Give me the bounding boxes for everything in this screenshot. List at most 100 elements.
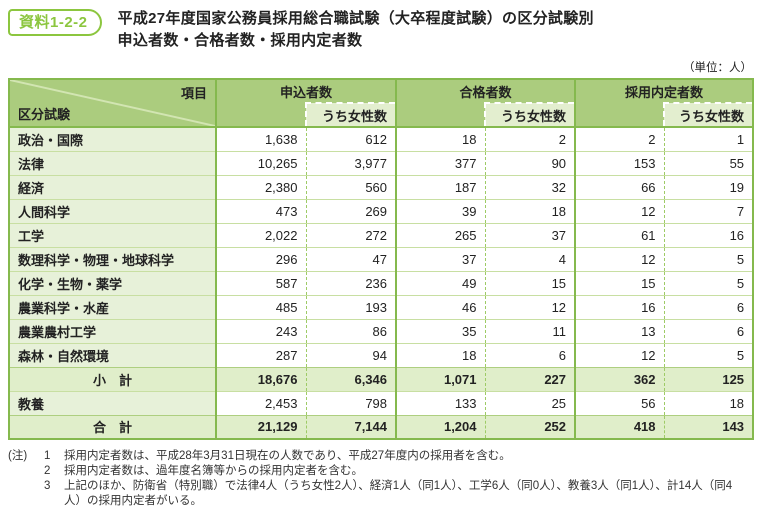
value-cell: 19 [663, 174, 754, 199]
value-cell: 612 [305, 126, 397, 151]
value-cell: 5 [663, 270, 754, 295]
value-cell: 587 [216, 270, 306, 295]
value-cell: 18 [395, 126, 486, 151]
value-cell: 12 [484, 294, 576, 319]
table-row-total: 合 計 21,129 7,144 1,204 252 418 143 [9, 414, 754, 439]
value-cell: 12 [574, 246, 665, 271]
value-cell: 4 [484, 246, 576, 271]
value-cell: 66 [574, 174, 665, 199]
category-cell: 森林・自然環境 [9, 342, 217, 367]
column-header-applicants: 申込者数 [214, 79, 397, 103]
value-cell: 1,204 [395, 414, 486, 439]
value-cell: 18 [484, 198, 576, 223]
value-cell: 485 [216, 294, 306, 319]
table-body: 政治・国際 1,638 612 18 2 2 1 法律 10,265 3,977 377 90 153 5… [9, 126, 754, 439]
value-cell: 16 [663, 222, 754, 247]
column-header-hires: 採用内定者数 [574, 79, 754, 103]
value-cell: 61 [574, 222, 665, 247]
subcolumn-header-women-hires: うち女性数 [663, 102, 755, 128]
value-cell: 473 [216, 198, 306, 223]
value-cell: 18,676 [216, 366, 306, 391]
value-cell: 13 [574, 318, 665, 343]
value-cell: 187 [395, 174, 486, 199]
value-cell: 86 [305, 318, 397, 343]
footnote-row: (注) 1 採用内定者数は、平成28年3月31日現在の人数であり、平成27年度内… [8, 449, 752, 464]
footnote-row: 2 採用内定者数は、過年度名簿等からの採用内定者を含む。 [8, 464, 752, 479]
table-row: 経済 2,380 560 187 32 66 19 [9, 174, 754, 199]
category-cell: 農業科学・水産 [9, 294, 217, 319]
value-cell: 6,346 [305, 366, 397, 391]
value-cell: 133 [395, 390, 486, 415]
value-cell: 10,265 [216, 150, 306, 175]
reference-badge: 資料1-2-2 [8, 9, 102, 36]
category-cell: 小 計 [9, 366, 217, 391]
header-spacer [215, 103, 306, 127]
category-cell: 化学・生物・薬学 [9, 270, 217, 295]
value-cell: 236 [305, 270, 397, 295]
value-cell: 11 [484, 318, 576, 343]
value-cell: 6 [484, 342, 576, 367]
value-cell: 49 [395, 270, 486, 295]
header-spacer [395, 103, 486, 127]
value-cell: 7,144 [305, 414, 397, 439]
value-cell: 2 [484, 126, 576, 151]
footnotes: (注) 1 採用内定者数は、平成28年3月31日現在の人数であり、平成27年度内… [8, 449, 752, 509]
column-header-passers: 合格者数 [395, 79, 576, 103]
value-cell: 252 [484, 414, 576, 439]
document-header: 資料1-2-2 平成27年度国家公務員採用総合職試験（大卒程度試験）の区分試験別… [8, 8, 752, 52]
footnote-prefix [8, 479, 40, 509]
value-cell: 153 [574, 150, 665, 175]
footnote-text: 採用内定者数は、過年度名簿等からの採用内定者を含む。 [64, 465, 363, 477]
footnote-prefix: (注) [8, 450, 28, 462]
diagonal-divider [10, 80, 215, 126]
value-cell: 46 [395, 294, 486, 319]
value-cell: 25 [484, 390, 576, 415]
category-cell: 人間科学 [9, 198, 217, 223]
value-cell: 21,129 [216, 414, 306, 439]
category-cell: 法律 [9, 150, 217, 175]
category-cell: 経済 [9, 174, 217, 199]
value-cell: 272 [305, 222, 397, 247]
value-cell: 55 [663, 150, 754, 175]
value-cell: 418 [574, 414, 665, 439]
value-cell: 265 [395, 222, 486, 247]
table-row: 数理科学・物理・地球科学 296 47 37 4 12 5 [9, 246, 754, 271]
value-cell: 1,638 [216, 126, 306, 151]
value-cell: 7 [663, 198, 754, 223]
value-cell: 94 [305, 342, 397, 367]
value-cell: 193 [305, 294, 397, 319]
footnote-number: 1 [44, 450, 51, 462]
value-cell: 143 [663, 414, 754, 439]
value-cell: 56 [574, 390, 665, 415]
corner-label-category: 区分試験 [18, 107, 71, 122]
value-cell: 1 [663, 126, 754, 151]
value-cell: 287 [216, 342, 306, 367]
value-cell: 243 [216, 318, 306, 343]
category-cell: 合 計 [9, 414, 217, 439]
value-cell: 5 [663, 342, 754, 367]
category-cell: 農業農村工学 [9, 318, 217, 343]
table-header: 項目 区分試験 申込者数 合格者数 採用内定者数 うち女性数 うち女性数 うち女… [9, 79, 755, 128]
value-cell: 2,022 [216, 222, 306, 247]
value-cell: 362 [574, 366, 665, 391]
table-row: 化学・生物・薬学 587 236 49 15 15 5 [9, 270, 754, 295]
value-cell: 37 [395, 246, 486, 271]
corner-header-cell: 項目 区分試験 [9, 79, 217, 127]
value-cell: 12 [574, 342, 665, 367]
table-row: 政治・国際 1,638 612 18 2 2 1 [9, 126, 754, 151]
page-title-line2: 申込者数・合格者数・採用内定者数 [117, 32, 363, 49]
table-row-subtotal: 小 計 18,676 6,346 1,071 227 362 125 [9, 366, 754, 391]
value-cell: 15 [574, 270, 665, 295]
value-cell: 798 [305, 390, 397, 415]
table-row: 法律 10,265 3,977 377 90 153 55 [9, 150, 754, 175]
value-cell: 90 [484, 150, 576, 175]
value-cell: 39 [395, 198, 486, 223]
value-cell: 18 [395, 342, 486, 367]
category-cell: 教養 [9, 390, 217, 415]
value-cell: 560 [305, 174, 397, 199]
table-row: 農業科学・水産 485 193 46 12 16 6 [9, 294, 754, 319]
value-cell: 18 [663, 390, 754, 415]
value-cell: 5 [663, 246, 754, 271]
subcolumn-header-women-passers: うち女性数 [484, 102, 577, 128]
footnote-prefix [8, 464, 40, 479]
